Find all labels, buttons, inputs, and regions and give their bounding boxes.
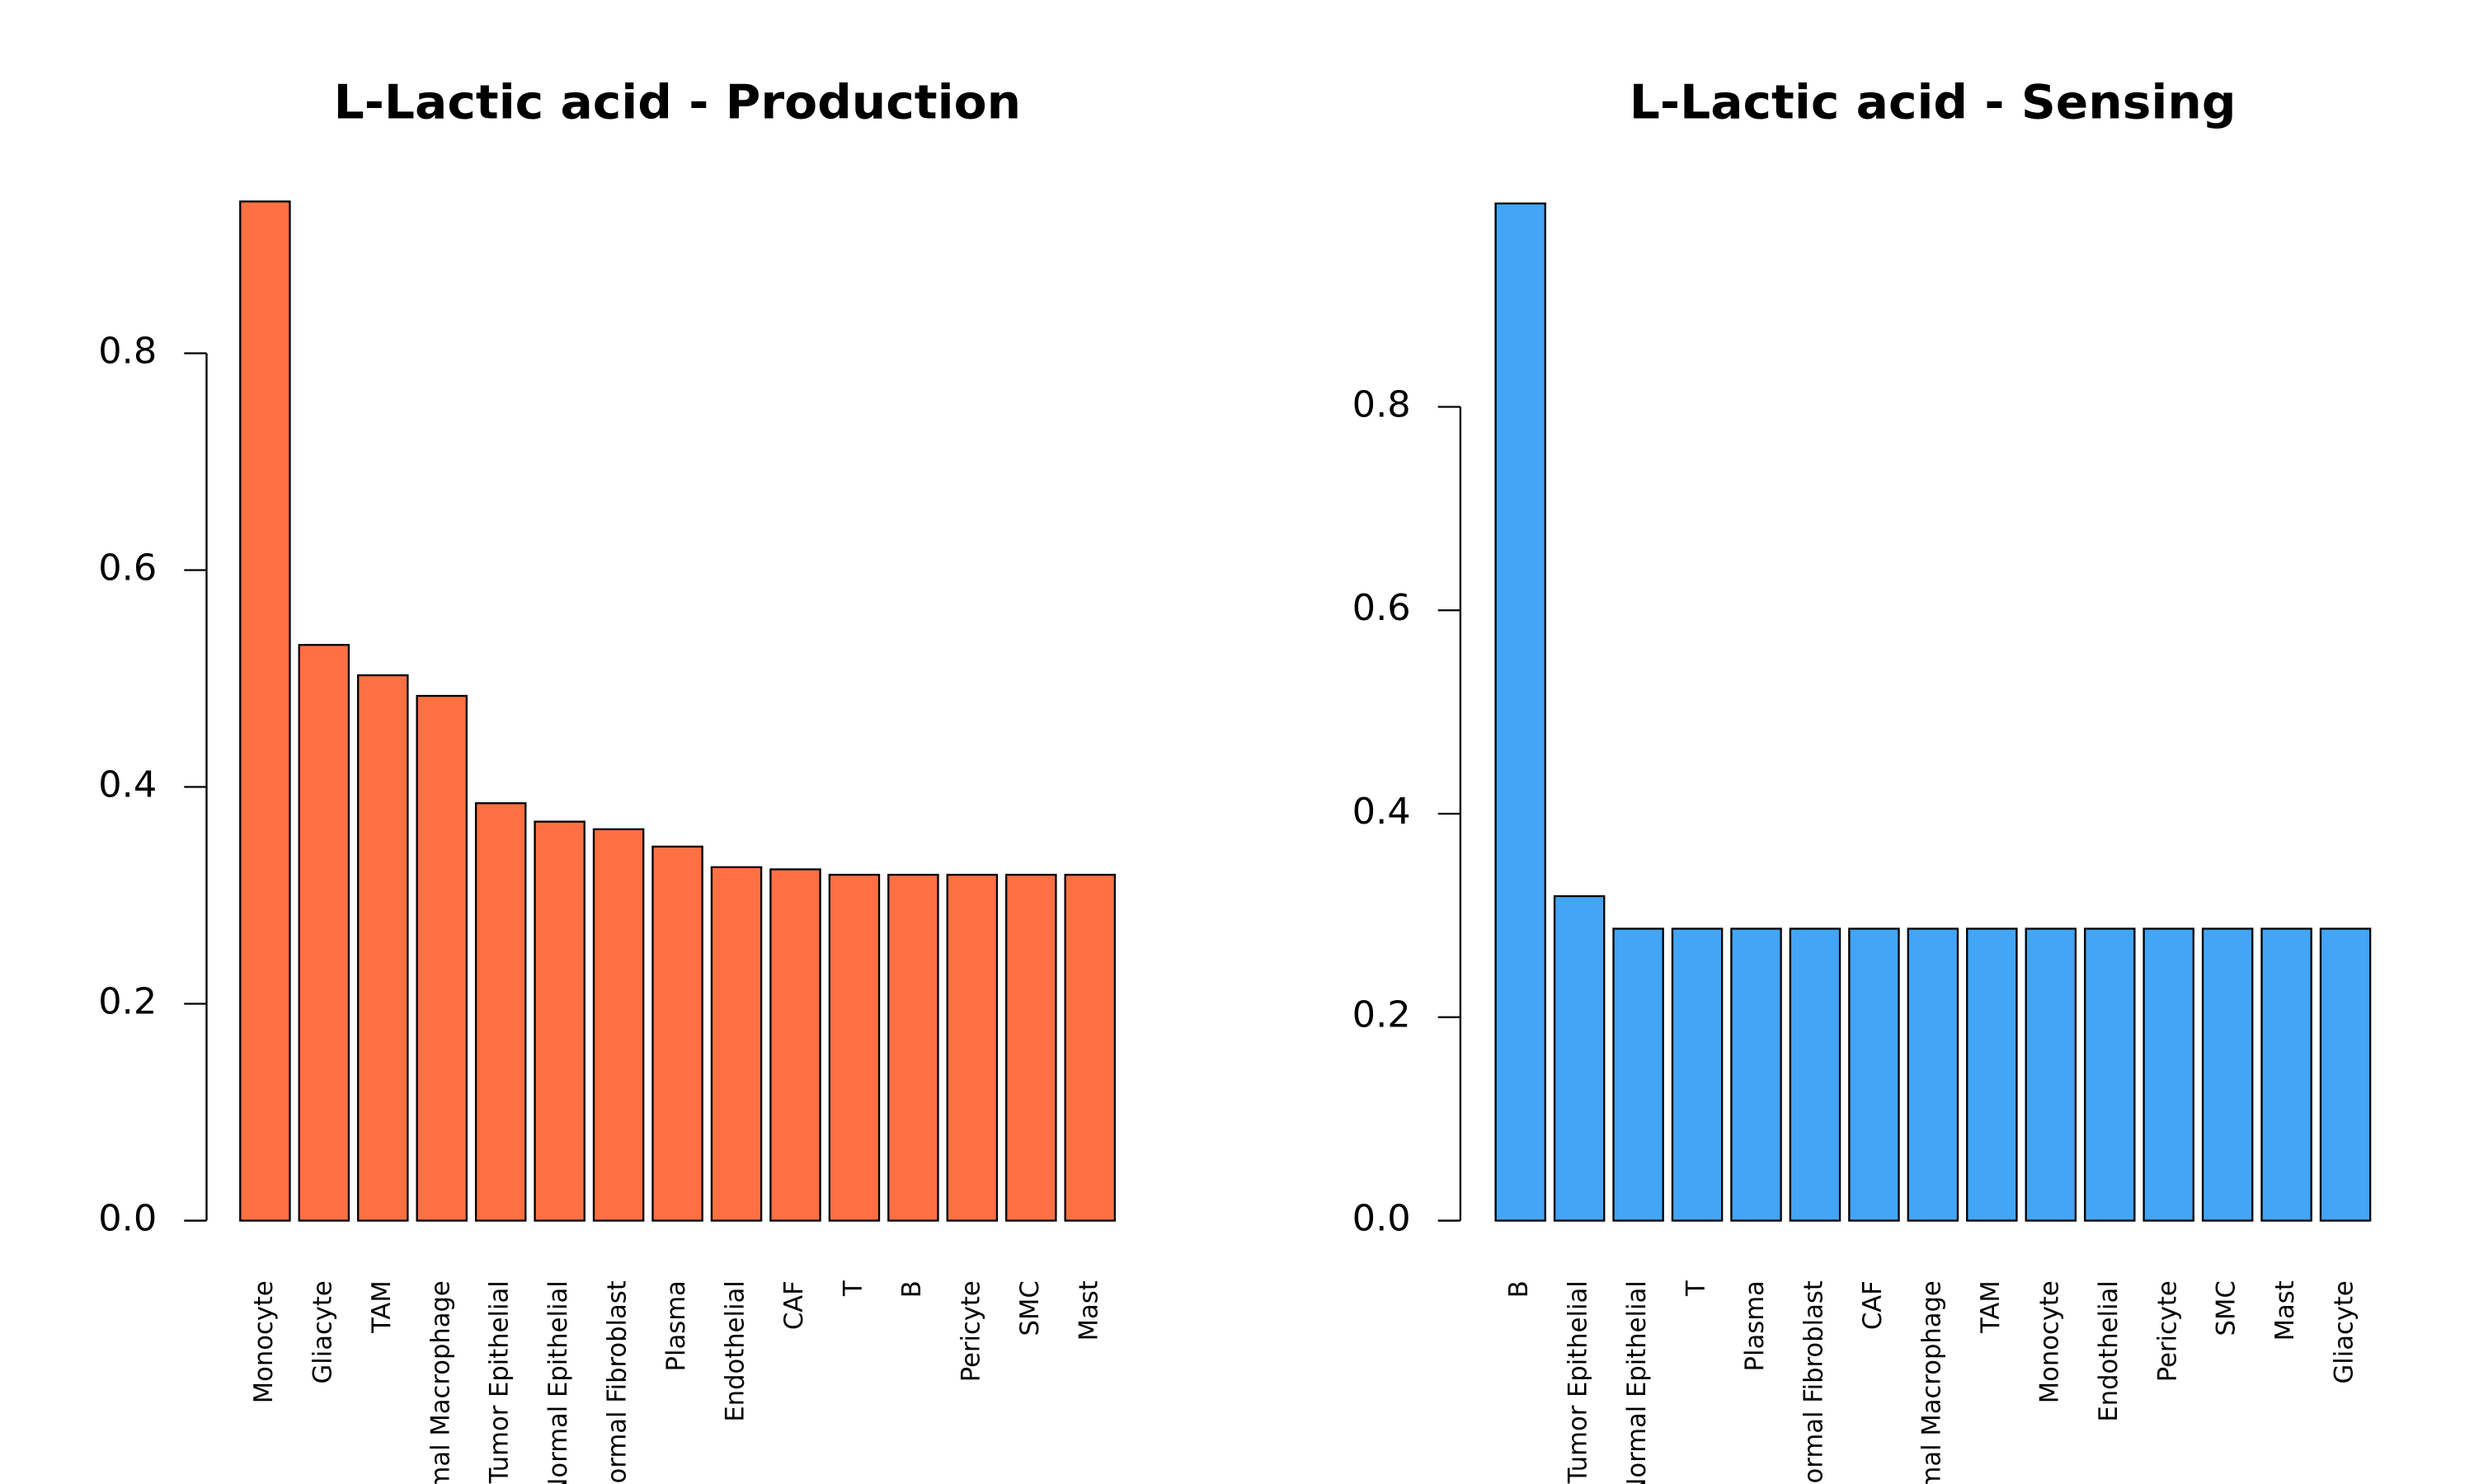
x-category-label: CAF [779,1280,809,1330]
x-category-label: Endothelial [2094,1280,2124,1421]
x-category-label: Endothelial [720,1280,750,1421]
chart-panel-2: L-Lactic acid - Sensing 0.0 0.2 0.4 0.6 0.8 B T… [1352,74,2372,1484]
x-category-label: Tumor Epithelial [1564,1280,1593,1484]
bar-plasma [1730,928,1782,1222]
bar-normal-fibroblast [1789,928,1841,1222]
x-category-label: CAF [1858,1280,1888,1330]
bar-normal-fibroblast [592,828,645,1222]
y-tick-label: 0.4 [98,764,157,806]
y-tick-label: 0.0 [98,1198,157,1240]
x-category-label: B [897,1280,927,1298]
x-category-label: Plasma [1740,1280,1770,1371]
x-category-label: Gliacyte [308,1280,337,1383]
bar-gliacyte [2319,928,2372,1222]
bar-endothelial [710,866,763,1222]
bar-tam [357,674,409,1222]
x-category-label: T [1681,1280,1710,1297]
bar-pericyte [946,873,999,1222]
x-category-label: Tumor Epithelial [485,1280,515,1484]
y-tick-label: 0.8 [1352,384,1411,426]
bar-monocyte [239,200,291,1222]
x-category-label: Monocyte [249,1280,279,1403]
y-tick-label: 0.6 [98,547,157,589]
x-category-label: T [838,1280,868,1297]
bar-tumor-epithelial [1553,895,1606,1222]
x-category-label: Mast [2270,1280,2300,1341]
bar-smc [1005,873,1057,1222]
bar-plasma [651,845,703,1222]
x-category-label: Normal Epithelial [543,1280,573,1484]
bar-gliacyte [298,644,350,1222]
bar-tumor-epithelial [474,802,527,1222]
x-category-label: TAM [1976,1280,2006,1334]
bar-pericyte [2142,928,2194,1222]
x-category-label: Normal Fibroblast [1799,1280,1828,1484]
x-category-label: Pericyte [956,1280,985,1382]
bar-normal-epithelial [1612,928,1664,1222]
bar-monocyte [2025,928,2077,1222]
y-tick-label: 0.0 [1352,1198,1411,1240]
bar-smc [2201,928,2254,1222]
x-category-label: Normal Macrophage [1917,1280,1946,1484]
bar-b [1494,202,1546,1222]
x-category-label: Gliacyte [2329,1280,2359,1383]
x-category-label: SMC [2212,1280,2241,1336]
x-category-label: B [1504,1280,1534,1298]
bar-normal-macrophage [1907,928,1959,1222]
bar-caf [769,868,821,1222]
bar-tam [1966,928,2018,1222]
x-category-label: Normal Fibroblast [602,1280,632,1484]
bar-normal-epithelial [534,820,586,1222]
bar-mast [1064,873,1117,1222]
x-category-label: Plasma [661,1280,691,1371]
bar-endothelial [2083,928,2136,1222]
y-tick-label: 0.2 [1352,994,1411,1036]
x-category-label: Mast [1074,1280,1103,1341]
chart-title: L-Lactic acid - Production [334,74,1021,129]
bar-t [1671,928,1724,1222]
bar-t [828,873,881,1222]
x-category-label: Normal Macrophage [426,1280,455,1484]
y-tick-label: 0.2 [98,981,157,1023]
bar-mast [2260,928,2312,1222]
bar-b [887,873,939,1222]
y-tick-label: 0.4 [1352,791,1411,833]
y-tick-label: 0.8 [98,331,157,373]
x-category-label: SMC [1015,1280,1045,1336]
x-category-label: Pericyte [2152,1280,2182,1382]
chart-panel-1: L-Lactic acid - Production 0.0 0.2 0.4 0.6 0.… [98,74,1117,1484]
x-category-label: Monocyte [2034,1280,2064,1403]
y-tick-label: 0.6 [1352,587,1411,629]
x-category-label: TAM [367,1280,397,1334]
bar-caf [1848,928,1900,1222]
bar-normal-macrophage [416,694,468,1222]
chart-title: L-Lactic acid - Sensing [1630,74,2236,129]
x-category-label: Normal Epithelial [1622,1280,1652,1484]
